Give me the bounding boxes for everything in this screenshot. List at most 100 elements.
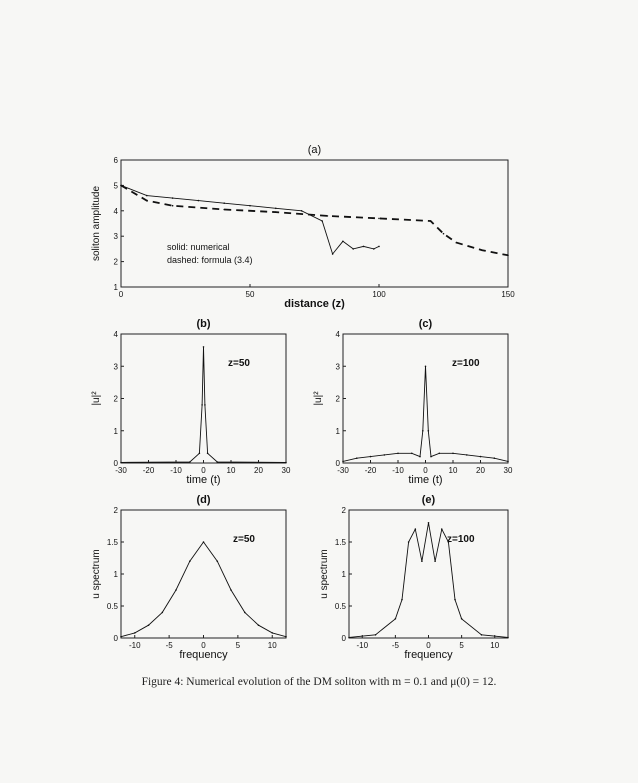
x-tick-label: 5 <box>459 641 464 650</box>
data-point <box>342 240 344 243</box>
x-axis-label: frequency <box>404 649 453 661</box>
data-point <box>216 560 219 562</box>
y-axis-label: |u|² <box>313 391 324 406</box>
data-point <box>120 184 122 187</box>
data-point <box>352 248 355 250</box>
data-point <box>455 241 458 244</box>
y-tick-label: 2 <box>114 258 119 267</box>
data-point <box>438 452 441 455</box>
data-point <box>202 346 205 348</box>
x-tick-label: -5 <box>392 641 400 650</box>
y-tick-label: 1 <box>336 427 341 436</box>
x-tick-label: -20 <box>365 466 377 475</box>
x-tick-label: -10 <box>129 641 141 650</box>
data-point <box>326 215 329 217</box>
y-tick-label: 3 <box>114 232 119 241</box>
data-point <box>422 430 424 432</box>
y-tick-label: 1 <box>114 427 119 436</box>
panel-title: (e) <box>422 494 436 506</box>
y-tick-label: 4 <box>114 207 119 216</box>
plot-frame-3 <box>120 509 287 639</box>
y-tick-label: 0 <box>342 634 347 643</box>
series-line-0 <box>342 366 509 462</box>
data-point <box>331 253 334 255</box>
data-point <box>452 452 454 455</box>
x-axis-label: time (t) <box>408 474 442 486</box>
x-tick-label: 0 <box>201 466 206 475</box>
data-point <box>171 197 174 199</box>
data-point <box>401 598 403 601</box>
y-tick-label: 0 <box>336 459 341 468</box>
data-point <box>161 611 164 614</box>
x-tick-label: 20 <box>254 466 263 475</box>
panel-title: (d) <box>196 494 210 506</box>
data-point <box>424 365 427 368</box>
data-point <box>204 404 206 406</box>
x-tick-label: 10 <box>268 641 277 650</box>
plot-frame-4 <box>348 509 509 639</box>
data-point <box>223 202 225 204</box>
y-tick-label: 0.5 <box>335 602 347 611</box>
panel-title: (c) <box>419 318 433 330</box>
data-point <box>421 560 423 562</box>
y-tick-label: 2 <box>114 395 119 404</box>
y-axis-label: soliton amplitude <box>91 186 102 261</box>
data-point <box>466 454 468 456</box>
y-tick-label: 3 <box>114 362 119 371</box>
series-line-0 <box>120 346 287 463</box>
x-tick-label: 0 <box>201 641 206 650</box>
x-tick-label: 150 <box>501 290 515 299</box>
x-tick-label: 10 <box>490 641 499 650</box>
data-point <box>378 217 380 220</box>
data-point <box>356 457 358 460</box>
data-point <box>321 220 324 222</box>
x-tick-label: -30 <box>115 466 127 475</box>
data-point <box>507 460 509 463</box>
data-point <box>414 528 417 530</box>
data-point <box>430 455 432 458</box>
data-point <box>427 522 430 524</box>
data-point <box>285 635 287 638</box>
data-point <box>479 455 482 458</box>
x-tick-label: -5 <box>166 641 174 650</box>
y-tick-label: 0 <box>114 459 119 468</box>
x-tick-label: 100 <box>372 290 386 299</box>
data-point <box>120 461 122 464</box>
data-point <box>383 454 386 456</box>
series-line-numerical <box>120 184 380 255</box>
x-axis-label: distance (z) <box>284 298 345 310</box>
data-point <box>189 461 191 463</box>
data-point <box>189 560 191 562</box>
y-axis-label: u spectrum <box>319 549 330 598</box>
panel-annotation: z=100 <box>447 534 475 545</box>
y-tick-label: 4 <box>336 330 341 339</box>
data-point <box>134 632 136 634</box>
data-point <box>285 461 287 464</box>
data-point <box>427 430 430 432</box>
y-tick-label: 2 <box>336 395 341 404</box>
data-point <box>434 560 436 562</box>
x-tick-label: 10 <box>449 466 458 475</box>
data-point <box>147 624 150 626</box>
legend-entry: solid: numerical <box>167 242 230 252</box>
data-point <box>407 541 410 543</box>
series-line-0 <box>348 522 509 638</box>
data-point <box>249 204 251 207</box>
panel-title: (b) <box>196 318 210 330</box>
data-point <box>171 204 174 207</box>
x-tick-label: 30 <box>282 466 291 475</box>
panel-annotation: z=50 <box>228 358 250 369</box>
x-tick-label: 0 <box>119 290 124 299</box>
x-tick-label: 50 <box>246 290 255 299</box>
x-axis-label: time (t) <box>186 474 220 486</box>
y-tick-label: 2 <box>114 506 119 515</box>
y-axis-label: u spectrum <box>91 549 102 598</box>
panel-title: (a) <box>308 144 321 156</box>
x-axis-label: frequency <box>179 649 228 661</box>
y-axis-label: |u|² <box>91 391 102 406</box>
data-point <box>429 220 432 222</box>
data-point <box>146 199 148 202</box>
x-tick-label: -30 <box>337 466 349 475</box>
y-tick-label: 0 <box>114 634 119 643</box>
